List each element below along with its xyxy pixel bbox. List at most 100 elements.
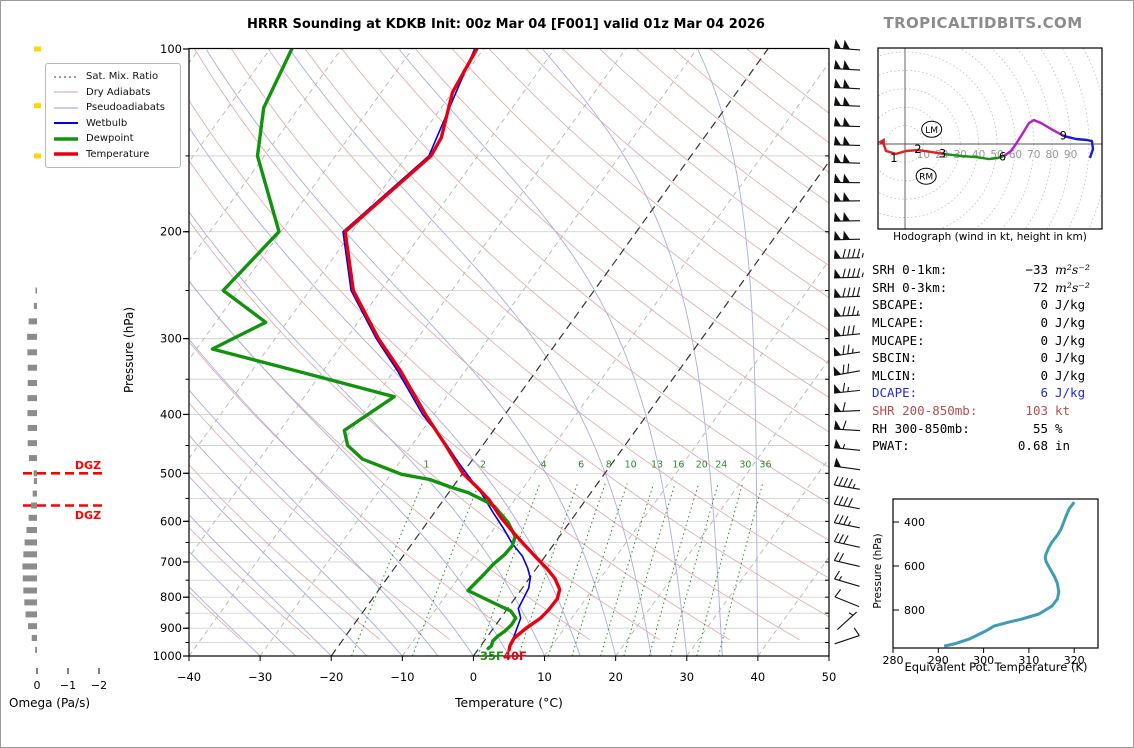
- stat-value: 103: [1025, 403, 1048, 419]
- mixing-ratio-lines: [351, 483, 764, 656]
- stat-unit: m²s⁻²: [1055, 279, 1090, 295]
- legend-label: Temperature: [86, 148, 150, 160]
- legend-item: Sat. Mix. Ratio: [53, 69, 173, 85]
- svg-text:70: 70: [1027, 149, 1040, 161]
- temperature-axis-label: Temperature (°C): [455, 695, 563, 710]
- svg-text:80: 80: [1046, 149, 1059, 161]
- svg-text:200: 200: [160, 225, 182, 239]
- legend-item: Pseudoadiabats: [53, 100, 173, 116]
- svg-text:6: 6: [999, 150, 1006, 164]
- svg-text:1: 1: [890, 151, 897, 165]
- watermark: TROPICALTIDBITS.COM: [883, 14, 1083, 32]
- temperature-curve: [343, 48, 562, 652]
- svg-text:8: 8: [606, 459, 612, 470]
- svg-text:30: 30: [739, 459, 751, 470]
- stat-row: SRH 0-1km: −33 m²s⁻²: [872, 261, 1130, 279]
- svg-text:300: 300: [973, 654, 994, 667]
- page-title: HRRR Sounding at KDKB Init: 00z Mar 04 […: [247, 17, 765, 32]
- stat-row: SBCIN: 0 J/kg: [872, 349, 1130, 367]
- stat-unit: J/kg: [1055, 315, 1086, 331]
- svg-text:24: 24: [715, 459, 727, 470]
- legend-line-sample: [54, 122, 78, 125]
- svg-text:600: 600: [904, 560, 925, 573]
- hodograph-caption: Hodograph (wind in kt, height in km): [893, 231, 1087, 243]
- stat-unit: %: [1055, 420, 1063, 436]
- stat-unit: J/kg: [1055, 385, 1086, 401]
- legend-label: Dewpoint: [86, 133, 134, 145]
- stat-row: SRH 0-3km: 72 m²s⁻²: [872, 279, 1130, 297]
- svg-text:10: 10: [537, 670, 552, 684]
- legend-line-sample: [54, 152, 78, 156]
- pressure-axis-label: Pressure (hPa): [122, 306, 136, 394]
- svg-text:100: 100: [160, 42, 182, 56]
- hodograph-frame: [877, 47, 1103, 230]
- upward-motion-marker: [34, 46, 41, 52]
- dewpoint-curve: [210, 48, 518, 651]
- stat-label: DCAPE:: [872, 385, 918, 401]
- stat-unit: J/kg: [1055, 332, 1086, 348]
- stat-value: 72: [1032, 279, 1048, 295]
- dgz-label-upper: DGZ: [74, 459, 102, 472]
- stat-label: SBCAPE:: [872, 297, 925, 313]
- svg-text:−40: −40: [177, 670, 201, 684]
- surface-dewpoint-label: 35F: [480, 649, 504, 663]
- svg-text:500: 500: [160, 466, 182, 480]
- legend-label: Pseudoadiabats: [86, 102, 166, 114]
- svg-text:13: 13: [651, 459, 663, 470]
- stat-label: MUCAPE:: [872, 332, 925, 348]
- legend-line-sample: [54, 107, 78, 109]
- omega-bars: [22, 46, 41, 653]
- svg-text:90: 90: [1064, 149, 1077, 161]
- svg-text:2: 2: [480, 459, 486, 470]
- legend-item: Dry Adiabats: [53, 85, 173, 101]
- svg-text:400: 400: [904, 516, 925, 529]
- svg-text:RM: RM: [919, 173, 933, 183]
- legend-line-sample: [54, 137, 78, 141]
- stat-row: MUCAPE: 0 J/kg: [872, 331, 1130, 349]
- stat-value: 6: [1040, 385, 1048, 401]
- isotherms: [189, 48, 829, 656]
- stat-unit: J/kg: [1055, 350, 1086, 366]
- hodograph-trace-0-3 km: [881, 141, 945, 156]
- svg-text:−10: −10: [390, 670, 414, 684]
- storm-motion-LM: [921, 120, 943, 138]
- stat-label: RH 300-850mb:: [872, 420, 970, 436]
- pseudoadiabats: [189, 49, 759, 656]
- stat-label: SBCIN:: [872, 350, 918, 366]
- legend: Sat. Mix. Ratio Dry Adiabats Pseudoadiabat…: [45, 63, 181, 168]
- svg-text:−30: −30: [248, 670, 272, 684]
- svg-text:400: 400: [160, 407, 182, 421]
- storm-motion-RM: [915, 167, 937, 185]
- stat-row: SBCAPE: 0 J/kg: [872, 296, 1130, 314]
- svg-text:0: 0: [34, 679, 41, 692]
- svg-text:30: 30: [679, 670, 694, 684]
- legend-line-sample: [54, 76, 78, 78]
- stat-row: PWAT: 0.68 in: [872, 437, 1130, 455]
- svg-text:800: 800: [160, 590, 182, 604]
- theta-e-curve: [943, 501, 1076, 648]
- legend-item: Temperature: [53, 147, 173, 163]
- svg-text:320: 320: [1064, 654, 1085, 667]
- stat-row: RH 300-850mb: 55%: [872, 419, 1130, 437]
- upward-motion-marker: [34, 153, 41, 159]
- stat-label: SRH 0-1km:: [872, 262, 948, 278]
- hodograph-trace-9+ km: [1063, 134, 1095, 159]
- svg-text:50: 50: [822, 670, 837, 684]
- svg-text:6: 6: [578, 459, 584, 470]
- svg-text:300: 300: [160, 332, 182, 346]
- svg-text:1: 1: [424, 459, 430, 470]
- hodograph-trace-3-6 km: [943, 152, 1005, 161]
- svg-text:20: 20: [608, 670, 623, 684]
- svg-text:60: 60: [1009, 149, 1022, 161]
- hodograph-start-arrow: [878, 137, 885, 146]
- svg-text:2: 2: [914, 142, 921, 156]
- svg-text:36: 36: [759, 459, 771, 470]
- legend-label: Dry Adiabats: [86, 86, 151, 98]
- svg-text:LM: LM: [925, 126, 938, 136]
- theta-e-xlabel: Equivalent Pot. Temperature (K): [904, 660, 1088, 674]
- stat-value: 0: [1040, 297, 1048, 313]
- stat-value: 0: [1040, 367, 1048, 383]
- stat-row: MLCAPE: 0 J/kg: [872, 314, 1130, 332]
